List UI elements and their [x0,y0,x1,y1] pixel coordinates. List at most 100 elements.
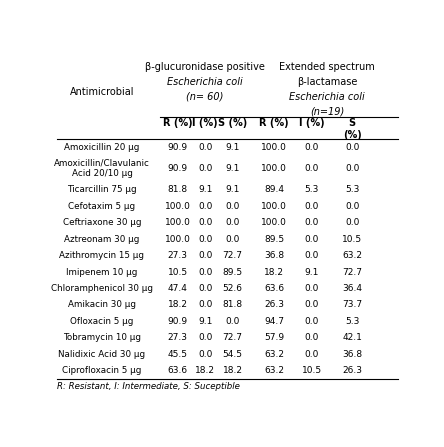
Text: 0.0: 0.0 [198,268,212,277]
Text: β-lactamase: β-lactamase [297,77,357,87]
Text: 100.0: 100.0 [261,202,287,211]
Text: 0.0: 0.0 [226,317,240,326]
Text: 0.0: 0.0 [198,143,212,152]
Text: 36.4: 36.4 [342,284,362,293]
Text: Antimicrobial: Antimicrobial [70,87,134,97]
Text: 57.9: 57.9 [264,333,284,342]
Text: 0.0: 0.0 [198,251,212,260]
Text: 0.0: 0.0 [198,350,212,359]
Text: Cefotaxim 5 μg: Cefotaxim 5 μg [68,202,135,211]
Text: Amoxicillin 20 μg: Amoxicillin 20 μg [64,143,140,152]
Text: 10.5: 10.5 [302,366,322,375]
Text: 0.0: 0.0 [305,317,319,326]
Text: R (%): R (%) [163,118,192,128]
Text: 9.1: 9.1 [226,164,240,173]
Text: 0.0: 0.0 [198,333,212,342]
Text: 36.8: 36.8 [342,350,362,359]
Text: 72.7: 72.7 [342,268,362,277]
Text: 0.0: 0.0 [198,164,212,173]
Text: 100.0: 100.0 [261,218,287,228]
Text: 18.2: 18.2 [264,268,284,277]
Text: Imipenem 10 μg: Imipenem 10 μg [66,268,138,277]
Text: 100.0: 100.0 [261,143,287,152]
Text: (n=19): (n=19) [310,106,345,116]
Text: Amoxicillin/Clavulanic
Acid 20/10 μg: Amoxicillin/Clavulanic Acid 20/10 μg [54,159,150,178]
Text: 0.0: 0.0 [345,164,359,173]
Text: β-glucuronidase positive: β-glucuronidase positive [145,62,265,72]
Text: S (%): S (%) [218,118,247,128]
Text: 73.7: 73.7 [342,300,362,309]
Text: 36.8: 36.8 [264,251,284,260]
Text: Aztreonam 30 μg: Aztreonam 30 μg [64,235,140,244]
Text: I (%): I (%) [192,118,218,128]
Text: 0.0: 0.0 [226,218,240,228]
Text: Amikacin 30 μg: Amikacin 30 μg [68,300,136,309]
Text: Ciprofloxacin 5 μg: Ciprofloxacin 5 μg [62,366,142,375]
Text: Azithromycin 15 μg: Azithromycin 15 μg [59,251,144,260]
Text: 5.3: 5.3 [305,186,319,194]
Text: Nalidixic Acid 30 μg: Nalidixic Acid 30 μg [59,350,146,359]
Text: 90.9: 90.9 [167,143,188,152]
Text: 100.0: 100.0 [165,235,190,244]
Text: 27.3: 27.3 [168,251,188,260]
Text: 0.0: 0.0 [305,235,319,244]
Text: 18.2: 18.2 [195,366,215,375]
Text: Chloramphenicol 30 μg: Chloramphenicol 30 μg [51,284,153,293]
Text: 63.2: 63.2 [264,366,284,375]
Text: 9.1: 9.1 [305,268,319,277]
Text: 0.0: 0.0 [305,218,319,228]
Text: 0.0: 0.0 [198,235,212,244]
Text: 0.0: 0.0 [305,333,319,342]
Text: 5.3: 5.3 [345,317,359,326]
Text: Tobramycin 10 μg: Tobramycin 10 μg [63,333,141,342]
Text: 52.6: 52.6 [223,284,243,293]
Text: R (%): R (%) [259,118,289,128]
Text: 0.0: 0.0 [226,202,240,211]
Text: 100.0: 100.0 [165,218,190,228]
Text: 81.8: 81.8 [167,186,188,194]
Text: 90.9: 90.9 [167,317,188,326]
Text: 42.1: 42.1 [342,333,362,342]
Text: Escherichia coli: Escherichia coli [167,77,243,87]
Text: 54.5: 54.5 [223,350,243,359]
Text: 0.0: 0.0 [198,202,212,211]
Text: 72.7: 72.7 [223,333,243,342]
Text: 63.6: 63.6 [167,366,188,375]
Text: 5.3: 5.3 [345,186,359,194]
Text: Ofloxacin 5 μg: Ofloxacin 5 μg [70,317,134,326]
Text: 72.7: 72.7 [223,251,243,260]
Text: 0.0: 0.0 [345,202,359,211]
Text: (n= 60): (n= 60) [186,92,224,101]
Text: 9.1: 9.1 [226,186,240,194]
Text: 27.3: 27.3 [168,333,188,342]
Text: 26.3: 26.3 [264,300,284,309]
Text: 47.4: 47.4 [168,284,188,293]
Text: Ticarcillin 75 μg: Ticarcillin 75 μg [67,186,137,194]
Text: 0.0: 0.0 [305,143,319,152]
Text: 0.0: 0.0 [198,218,212,228]
Text: 90.9: 90.9 [167,164,188,173]
Text: I (%): I (%) [299,118,325,128]
Text: 10.5: 10.5 [167,268,188,277]
Text: 63.2: 63.2 [264,350,284,359]
Text: 0.0: 0.0 [305,284,319,293]
Text: 63.2: 63.2 [342,251,362,260]
Text: 81.8: 81.8 [222,300,243,309]
Text: 9.1: 9.1 [198,317,212,326]
Text: 94.7: 94.7 [264,317,284,326]
Text: 0.0: 0.0 [305,350,319,359]
Text: 0.0: 0.0 [305,300,319,309]
Text: 18.2: 18.2 [223,366,243,375]
Text: 89.5: 89.5 [222,268,243,277]
Text: 0.0: 0.0 [198,300,212,309]
Text: 0.0: 0.0 [305,164,319,173]
Text: 9.1: 9.1 [198,186,212,194]
Text: 26.3: 26.3 [342,366,362,375]
Text: S
(%): S (%) [343,118,361,139]
Text: Extended spectrum: Extended spectrum [279,62,375,72]
Text: 100.0: 100.0 [165,202,190,211]
Text: 63.6: 63.6 [264,284,284,293]
Text: 0.0: 0.0 [305,202,319,211]
Text: 0.0: 0.0 [345,218,359,228]
Text: 45.5: 45.5 [168,350,188,359]
